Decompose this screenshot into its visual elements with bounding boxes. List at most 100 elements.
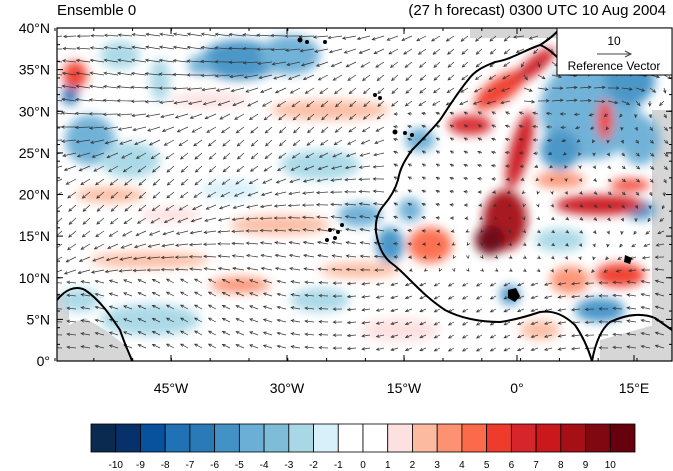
wind-vector [649, 87, 657, 93]
wind-vector [433, 74, 441, 81]
wind-vector [536, 268, 541, 273]
wind-vector [593, 178, 597, 182]
wind-vector [203, 230, 217, 234]
wind-vector [446, 87, 455, 93]
wind-vector [108, 230, 119, 237]
wind-vector [649, 191, 653, 197]
wind-vector [517, 321, 525, 326]
wind-vector [278, 152, 287, 159]
wind-vector [372, 177, 385, 181]
wind-vector [314, 48, 329, 53]
wind-vector [565, 85, 578, 90]
wind-vector [576, 139, 581, 143]
wind-vector [564, 269, 568, 273]
wind-vector [259, 204, 273, 209]
wind-vector [607, 178, 612, 183]
wind-vector [75, 58, 91, 63]
wind-vector [557, 295, 567, 299]
wind-vector [63, 269, 77, 275]
colorbar-label: 9 [583, 460, 589, 471]
wind-vector [133, 243, 147, 249]
wind-vector [393, 112, 399, 116]
wind-vector [303, 267, 315, 271]
wind-vector [505, 111, 511, 115]
wind-vector [345, 227, 357, 232]
wind-vector [249, 305, 259, 310]
wind-vector [275, 178, 287, 184]
wind-vector [348, 126, 357, 133]
wind-vector [145, 113, 161, 118]
wind-vector [277, 165, 287, 172]
wind-vector [393, 150, 399, 154]
wind-vector [264, 152, 273, 160]
wind-vector [316, 178, 329, 183]
wind-vector [194, 165, 203, 173]
wind-vector [513, 35, 525, 39]
lat-label: 30°N [19, 103, 50, 119]
wind-vector [245, 229, 259, 233]
wind-vector [248, 113, 259, 121]
wind-vector [249, 344, 259, 349]
wind-vector [375, 282, 385, 286]
wind-vector [479, 255, 484, 259]
wind-vector [94, 279, 105, 284]
wind-vector [57, 139, 63, 141]
wind-vector [473, 87, 483, 93]
wind-vector [626, 319, 637, 323]
wind-vector [464, 216, 469, 220]
wind-vector [578, 178, 582, 183]
wind-vector [348, 87, 357, 95]
wind-vector [447, 334, 455, 339]
wind-vector [500, 100, 511, 105]
wind-vector [654, 344, 665, 349]
wind-vector [615, 269, 623, 273]
colorbar-swatch [164, 423, 191, 453]
wind-vector [374, 268, 385, 272]
wind-vector [648, 113, 652, 119]
wind-vector [316, 228, 329, 232]
wind-vector [273, 204, 287, 208]
wind-vector [503, 282, 511, 287]
wind-vector [274, 241, 287, 245]
wind-vector [165, 204, 175, 211]
wind-vector [180, 165, 189, 173]
wind-vector [274, 253, 287, 258]
colorbar-label: -5 [235, 460, 244, 471]
wind-vector [592, 165, 596, 170]
wind-vector [262, 178, 273, 184]
wind-vector [248, 178, 259, 185]
wind-vector [80, 319, 91, 323]
wind-vector [373, 254, 385, 259]
wind-vector [318, 332, 329, 337]
wind-vector [475, 61, 483, 68]
wind-vector [373, 214, 385, 219]
wind-vector [494, 268, 499, 272]
wind-vector [234, 113, 245, 120]
lat-label: 10°N [19, 270, 50, 286]
wind-vector [90, 34, 105, 38]
colorbar-label: 8 [558, 460, 564, 471]
wind-vector [522, 255, 527, 259]
wind-vector [172, 86, 189, 91]
wind-vector [207, 139, 217, 147]
wind-vector [640, 279, 651, 284]
wind-vector [462, 347, 469, 352]
wind-vector [477, 124, 483, 128]
wind-vector [562, 151, 567, 156]
wind-vector [654, 267, 665, 271]
wind-vector [207, 317, 217, 323]
wind-vector [63, 165, 77, 171]
wind-vector [449, 176, 455, 181]
wind-vector [260, 266, 273, 271]
wind-vector [447, 61, 455, 68]
wind-vector [530, 295, 539, 300]
wind-vector [489, 35, 497, 42]
wind-vector [262, 305, 273, 310]
wind-vector [217, 254, 231, 258]
wind-vector [419, 321, 427, 326]
wind-vector [103, 45, 119, 50]
wind-vector [189, 113, 203, 119]
colorbar-swatch [412, 423, 438, 453]
wind-vector [304, 87, 315, 94]
